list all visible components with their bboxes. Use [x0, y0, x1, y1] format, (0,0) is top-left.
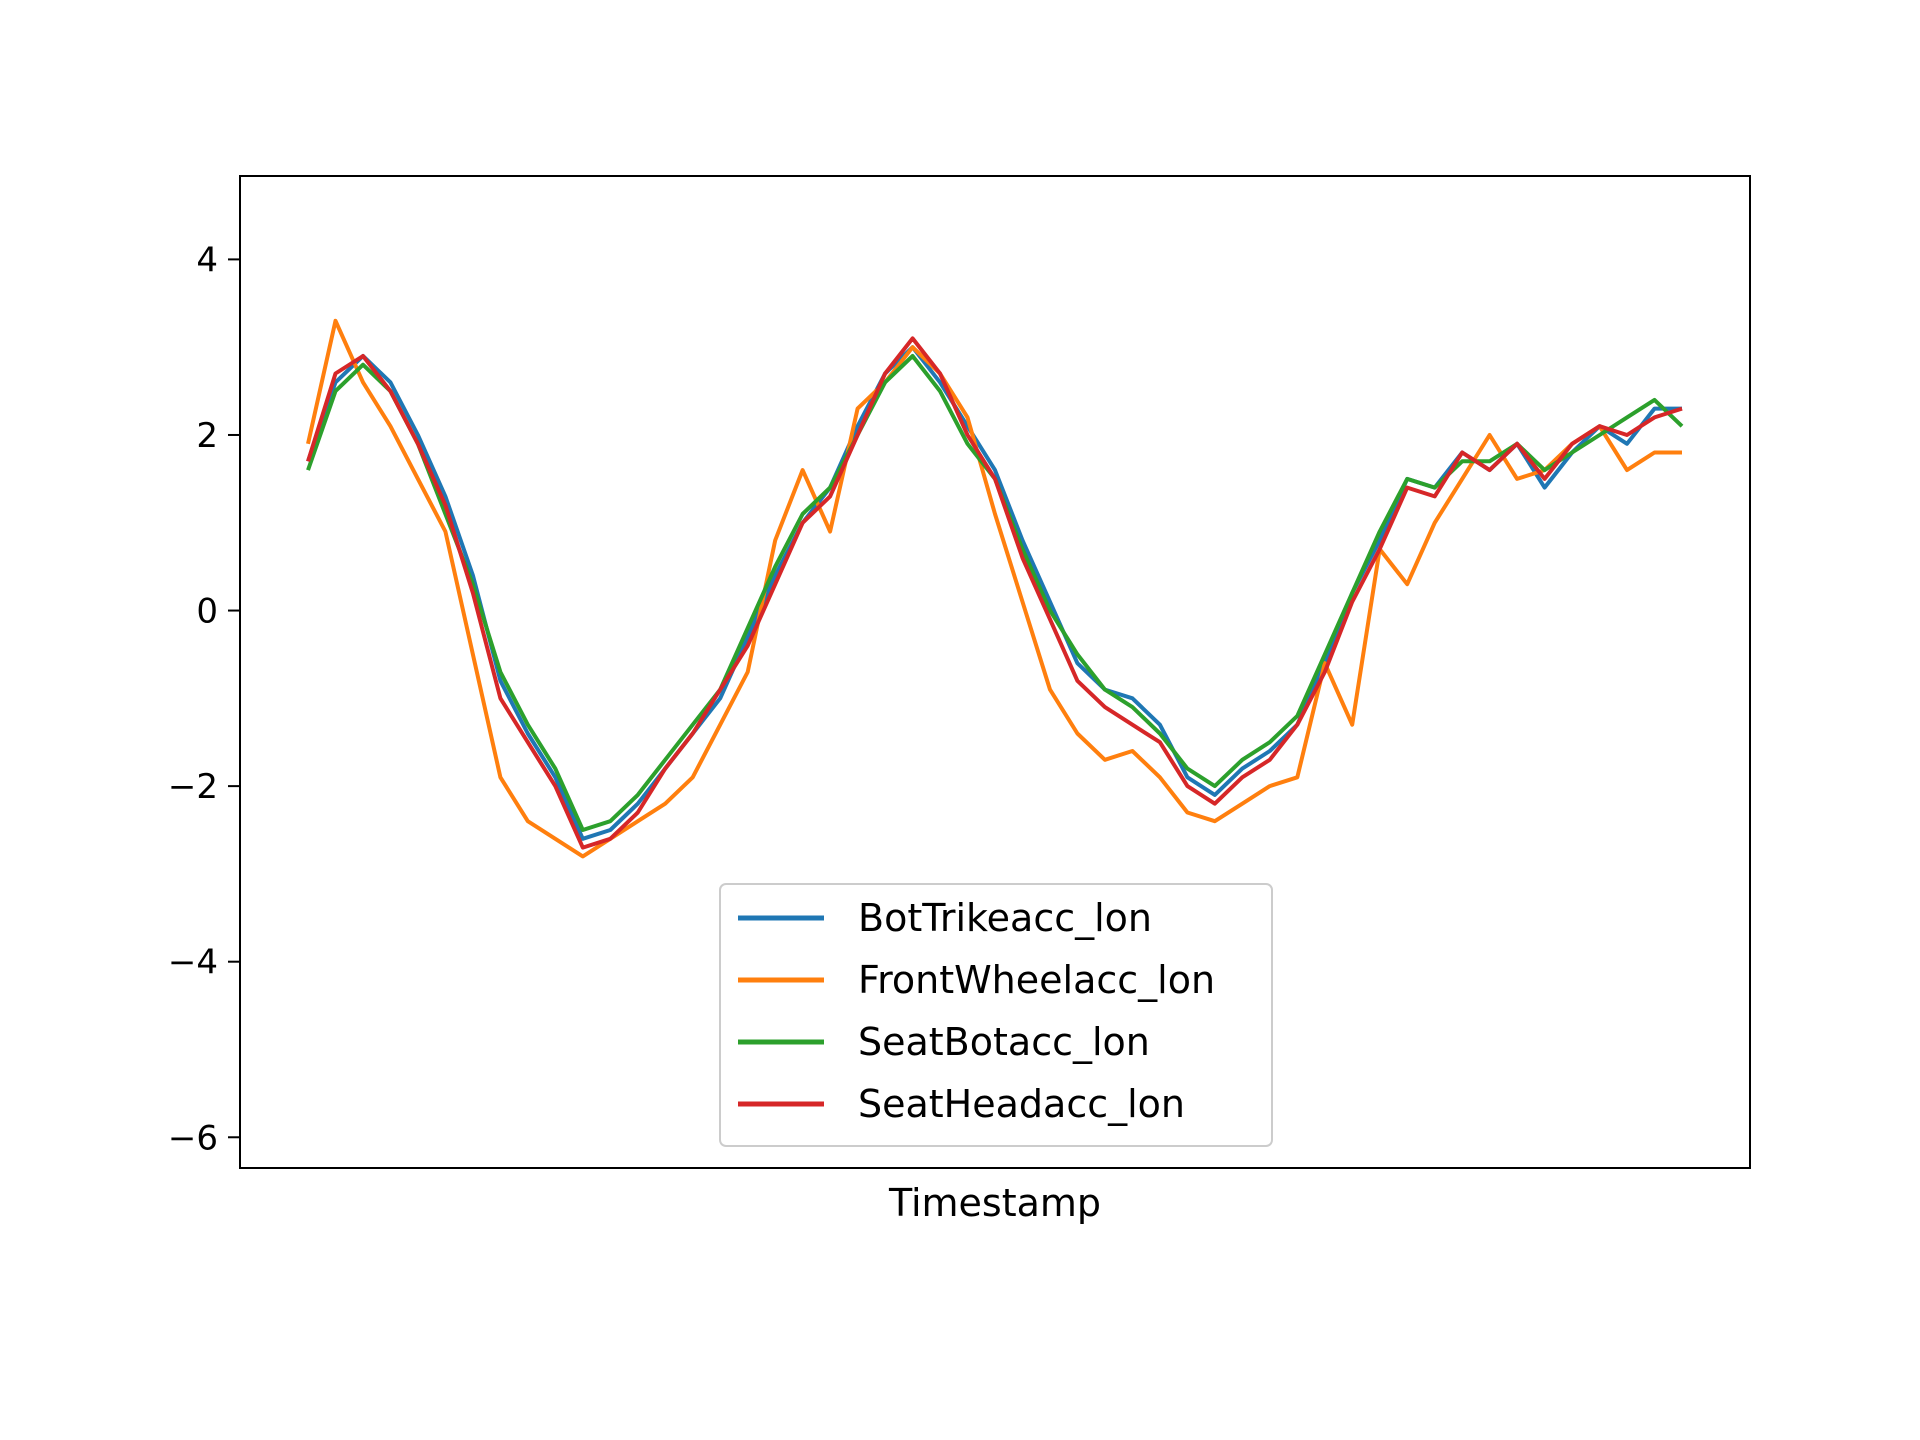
legend-label-3: SeatHeadacc_lon: [858, 1082, 1185, 1126]
legend-label-0: BotTrikeacc_lon: [858, 896, 1152, 940]
y-tick-label: 4: [196, 240, 218, 280]
y-tick-label: −2: [168, 767, 218, 807]
legend-label-2: SeatBotacc_lon: [858, 1020, 1150, 1064]
plot-frame: [239, 175, 1751, 1169]
legend-box: [719, 883, 1273, 1147]
y-tick-label: −6: [168, 1118, 218, 1158]
x-axis-label: Timestamp: [888, 1181, 1101, 1225]
legend-label-1: FrontWheelacc_lon: [858, 958, 1215, 1002]
y-tick-label: 2: [196, 416, 218, 456]
y-tick-label: −4: [168, 943, 218, 983]
y-tick-label: 0: [196, 592, 218, 632]
series-layer: [306, 318, 1684, 859]
series-line-3: [306, 336, 1683, 850]
legend: BotTrikeacc_lon FrontWheelacc_lon SeatBota…: [719, 883, 1273, 1147]
series-line-1: [306, 318, 1682, 859]
y-axis: 4 2 0 −2 −4 −6: [168, 240, 240, 1158]
